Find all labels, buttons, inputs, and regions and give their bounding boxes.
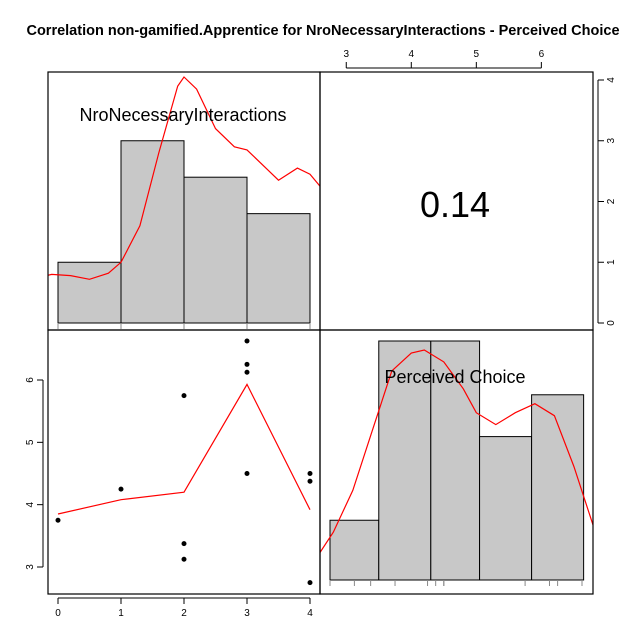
top-tick-label: 5 — [474, 49, 480, 60]
right-tick-label: 4 — [606, 77, 617, 83]
x-tick-label: 0 — [55, 608, 61, 619]
x-tick-label: 2 — [181, 608, 187, 619]
scatter-point — [244, 471, 250, 476]
scatter-point — [181, 541, 187, 547]
histogram-bar — [378, 340, 432, 581]
y-tick-label: 3 — [25, 564, 36, 570]
density-curve — [320, 349, 593, 554]
scatter-point — [181, 556, 187, 562]
scatter-point — [55, 517, 61, 523]
right-tick-label: 2 — [606, 198, 617, 204]
panel-bottom-left — [47, 329, 321, 595]
scatter-point — [244, 369, 250, 375]
histogram-bar — [57, 261, 122, 324]
smoother-line — [57, 383, 311, 515]
histogram-bar — [430, 340, 481, 581]
scatter-point — [244, 361, 250, 367]
top-tick-label: 6 — [539, 49, 545, 60]
scatter-point — [181, 393, 187, 399]
histogram-bar — [120, 140, 185, 324]
right-tick-label: 3 — [606, 138, 617, 144]
diag-label-perceived-choice: Perceived Choice — [384, 367, 525, 387]
histogram-bar — [329, 519, 380, 581]
histogram-bar — [246, 213, 311, 324]
scatter-point — [244, 338, 250, 344]
scatter-point — [307, 580, 313, 586]
scatter-point — [118, 486, 124, 492]
scatter-point — [307, 471, 313, 476]
scatter-point — [307, 478, 313, 484]
histogram-bar — [183, 176, 248, 324]
correlation-value: 0.14 — [420, 184, 490, 225]
right-tick-label: 1 — [606, 259, 617, 265]
chart-title: Correlation non-gamified.Apprentice for … — [26, 23, 619, 39]
panel-bottom-right — [319, 329, 594, 595]
diag-label-nro-necessary-interactions: NroNecessaryInteractions — [79, 105, 286, 125]
x-tick-label: 3 — [244, 608, 250, 619]
right-tick-label: 0 — [606, 320, 617, 326]
y-tick-label: 6 — [25, 377, 36, 383]
y-tick-label: 4 — [25, 501, 36, 507]
x-tick-label: 4 — [307, 608, 313, 619]
density-curve — [48, 76, 320, 280]
top-tick-label: 3 — [343, 49, 349, 60]
top-tick-label: 4 — [409, 49, 415, 60]
histogram-bar — [479, 436, 533, 581]
x-tick-label: 1 — [118, 608, 124, 619]
y-tick-label: 5 — [25, 439, 36, 445]
